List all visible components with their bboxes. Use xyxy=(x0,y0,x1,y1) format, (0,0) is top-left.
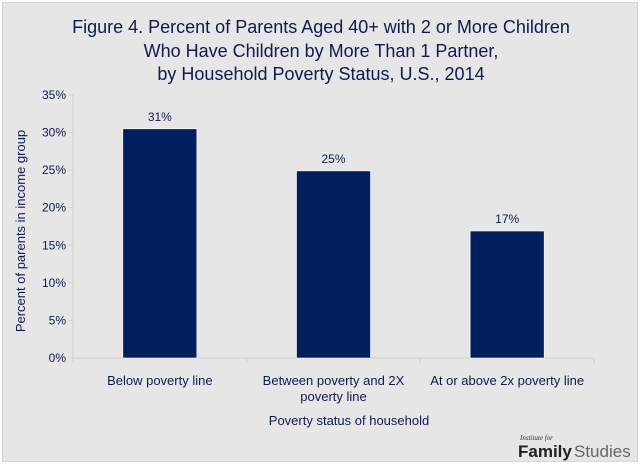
y-tick-label: 10% xyxy=(42,276,66,290)
bars xyxy=(122,128,545,359)
y-tick-label: 15% xyxy=(42,238,66,252)
data-label: 25% xyxy=(321,152,345,166)
chart-title-line-1: Figure 4. Percent of Parents Aged 40+ wi… xyxy=(72,17,570,37)
data-label: 17% xyxy=(495,212,519,226)
logo-institute-for: Institute for xyxy=(519,434,553,442)
y-tick-label: 30% xyxy=(42,126,66,140)
bar-chart: Figure 4. Percent of Parents Aged 40+ wi… xyxy=(13,17,631,461)
y-tick-label: 0% xyxy=(49,351,67,365)
y-tick-label: 35% xyxy=(42,88,66,102)
bar xyxy=(296,170,371,359)
y-axis-title: Percent of parents in income group xyxy=(13,130,28,332)
chart-title: Figure 4. Percent of Parents Aged 40+ wi… xyxy=(72,17,570,84)
logo-studies: Studies xyxy=(574,442,631,461)
category-label: Between poverty and 2X xyxy=(263,373,405,388)
chart-title-line-2: Who Have Children by More Than 1 Partner… xyxy=(144,41,499,61)
bar xyxy=(469,230,545,359)
category-label: At or above 2x poverty line xyxy=(430,373,584,388)
data-labels: 31% 25% 17% xyxy=(148,110,520,226)
x-axis-title: Poverty status of household xyxy=(269,413,429,428)
chart-title-line-3: by Household Poverty Status, U.S., 2014 xyxy=(157,64,484,84)
logo-family: Family xyxy=(518,442,572,461)
category-label: Below poverty line xyxy=(107,373,213,388)
bar xyxy=(122,128,198,359)
data-label: 31% xyxy=(148,110,172,124)
category-label: poverty line xyxy=(300,389,366,404)
ifs-logo: Institute for Family Studies xyxy=(518,434,631,461)
y-axis-ticks: 0% 5% 10% 15% 20% 25% 30% 35% xyxy=(42,88,73,365)
y-tick-label: 25% xyxy=(42,163,66,177)
category-labels: Below poverty line Between poverty and 2X… xyxy=(107,373,584,404)
y-tick-label: 5% xyxy=(49,313,67,327)
y-tick-label: 20% xyxy=(42,201,66,215)
